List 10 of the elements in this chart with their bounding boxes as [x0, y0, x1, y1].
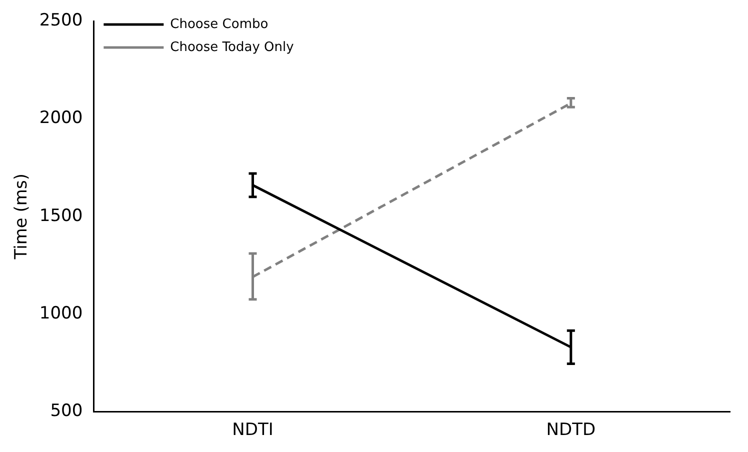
legend-label: Choose Combo	[170, 16, 268, 32]
y-tick-label: 2000	[39, 108, 83, 128]
x-tick-label: NDTD	[546, 420, 596, 440]
y-tick-label: 500	[50, 401, 83, 422]
y-tick-label: 2500	[39, 10, 83, 31]
y-tick-label: 1000	[39, 303, 83, 324]
y-tick-label: 1500	[39, 206, 83, 226]
y-axis-title: Time (ms)	[12, 174, 32, 260]
legend-label: Choose Today Only	[170, 40, 294, 55]
x-tick-label: NDTI	[232, 420, 274, 440]
